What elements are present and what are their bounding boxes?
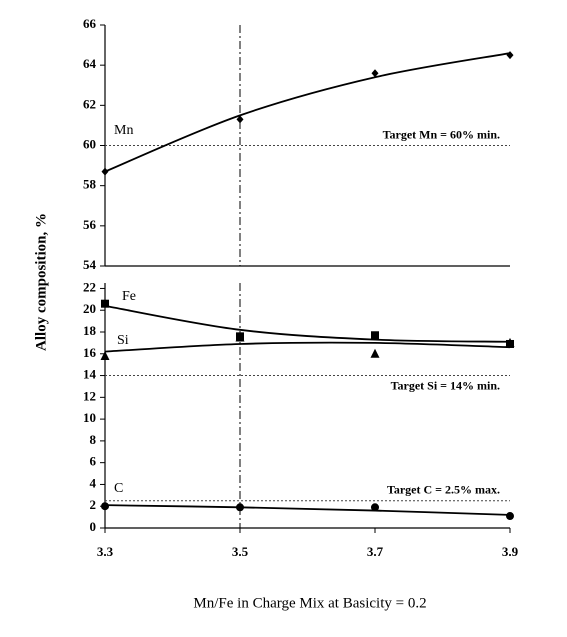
- y-tick-label: 4: [90, 475, 97, 490]
- marker: [371, 331, 379, 340]
- y-tick-label: 22: [83, 279, 96, 294]
- trend-line: [104, 304, 511, 343]
- y-tick-label: 62: [83, 96, 96, 111]
- y-tick-label: 56: [83, 217, 97, 232]
- x-tick-label: 3.3: [97, 544, 114, 559]
- y-tick-label: 58: [83, 177, 97, 192]
- y-tick-label: 54: [83, 257, 97, 272]
- x-axis-label: Mn/Fe in Charge Mix at Basicity = 0.2: [193, 595, 426, 611]
- x-tick-label: 3.7: [367, 544, 384, 559]
- y-axis-label: Alloy composition, %: [33, 213, 49, 351]
- y-tick-label: 6: [90, 454, 97, 469]
- marker: [101, 167, 109, 176]
- series-label: C: [114, 481, 123, 496]
- target-label: Target Mn = 60% min.: [383, 127, 500, 141]
- marker: [236, 115, 244, 124]
- marker: [506, 512, 514, 521]
- marker: [100, 350, 110, 360]
- series-label: Mn: [114, 123, 133, 138]
- y-tick-label: 16: [83, 345, 97, 360]
- marker: [371, 503, 379, 512]
- trend-line: [104, 504, 511, 516]
- marker: [235, 332, 245, 342]
- y-tick-label: 18: [83, 323, 97, 338]
- trend-line: [104, 52, 511, 173]
- y-tick-label: 64: [83, 56, 97, 71]
- marker: [371, 69, 379, 78]
- marker: [236, 503, 244, 512]
- y-tick-label: 20: [83, 301, 96, 316]
- y-tick-label: 12: [83, 388, 96, 403]
- y-tick-label: 66: [83, 16, 97, 31]
- series-label: Si: [117, 333, 129, 348]
- y-tick-label: 60: [83, 136, 96, 151]
- series-label: Fe: [122, 289, 136, 304]
- trend-line: [104, 341, 511, 353]
- y-tick-label: 8: [90, 432, 97, 447]
- x-tick-label: 3.5: [232, 544, 249, 559]
- marker: [505, 337, 515, 347]
- marker: [101, 299, 109, 308]
- y-tick-label: 14: [83, 367, 97, 382]
- target-label: Target Si = 14% min.: [391, 378, 500, 392]
- marker: [370, 348, 380, 358]
- y-tick-label: 10: [83, 410, 96, 425]
- target-label: Target C = 2.5% max.: [387, 483, 500, 497]
- marker: [101, 502, 109, 511]
- x-tick-label: 3.9: [502, 544, 519, 559]
- marker: [506, 51, 514, 60]
- y-tick-label: 0: [90, 519, 97, 534]
- y-tick-label: 2: [90, 497, 97, 512]
